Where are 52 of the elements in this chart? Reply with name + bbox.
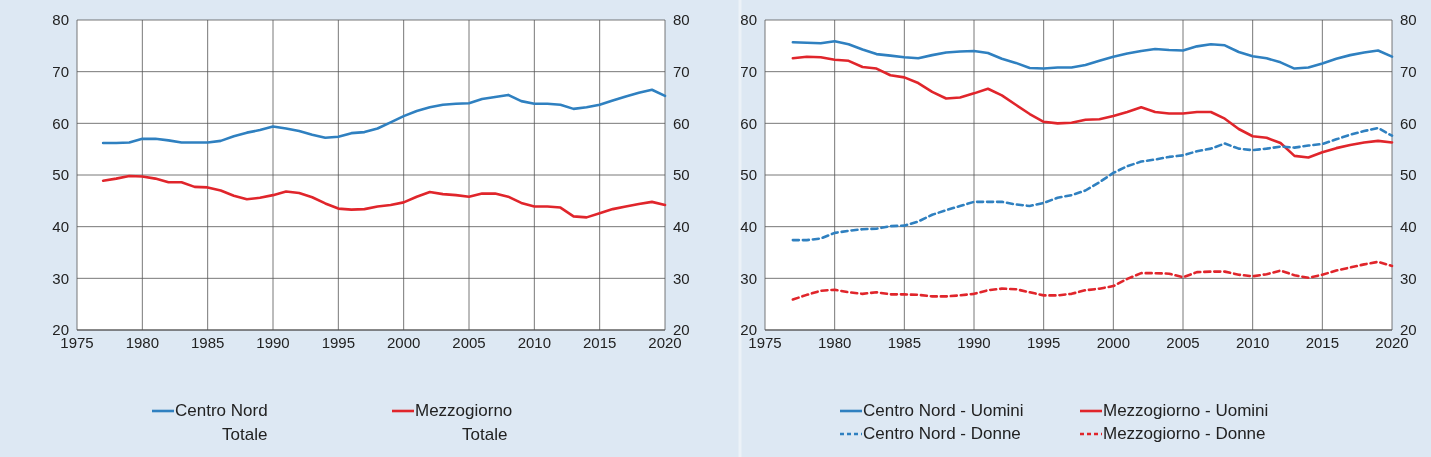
- y-tick-label: 30: [52, 269, 69, 287]
- x-tick-label: 1985: [887, 334, 922, 351]
- x-tick-label: 1990: [256, 334, 290, 351]
- legend-label: Centro Nord Totale: [175, 401, 268, 444]
- y-tick-label: 80: [52, 11, 69, 29]
- legend-label: Mezzogiorno - Uomini: [1103, 401, 1269, 420]
- line-series: [101, 88, 667, 145]
- line-series: [791, 126, 1394, 242]
- x-tick-label: 1990: [957, 334, 991, 351]
- y-tick-label: 50: [52, 166, 69, 184]
- y2-tick-label: 80: [673, 11, 690, 29]
- line-series: [101, 174, 667, 219]
- legend-label: Mezzogiorno Totale: [415, 401, 513, 444]
- x-tick-label: 2005: [1166, 334, 1200, 351]
- x-tick-label: 2010: [517, 334, 552, 351]
- y2-tick-label: 80: [1400, 11, 1417, 29]
- y-tick-label: 70: [740, 62, 757, 80]
- x-tick-label: 1980: [125, 334, 160, 351]
- legend-label: Centro Nord - Donne: [863, 424, 1021, 443]
- x-tick-label: 2005: [452, 334, 486, 351]
- y-tick-label: 30: [740, 269, 757, 287]
- y2-tick-label: 40: [673, 217, 690, 235]
- y2-tick-label: 30: [1400, 269, 1417, 287]
- y-tick-label: 60: [52, 114, 69, 132]
- y-tick-label: 60: [740, 114, 757, 132]
- x-tick-label: 2000: [1096, 334, 1131, 351]
- y2-tick-label: 40: [1400, 217, 1417, 235]
- x-tick-label: 2000: [386, 334, 421, 351]
- y-tick-label: 80: [740, 11, 757, 29]
- line-series: [791, 55, 1394, 159]
- x-tick-label: 2010: [1235, 334, 1270, 351]
- x-tick-label: 1980: [817, 334, 852, 351]
- y2-tick-label: 60: [1400, 114, 1417, 132]
- y2-tick-label: 50: [1400, 166, 1417, 184]
- legend-label: Centro Nord - Uomini: [863, 401, 1024, 420]
- y2-tick-label: 30: [673, 269, 690, 287]
- x-tick-label: 1995: [321, 334, 356, 351]
- y-tick-label: 40: [740, 217, 757, 235]
- y2-tick-label: 50: [673, 166, 690, 184]
- legend-label: Mezzogiorno - Donne: [1103, 424, 1266, 443]
- y2-tick-label: 70: [1400, 62, 1417, 80]
- x-tick-label: 2015: [1305, 334, 1340, 351]
- y-tick-label: 70: [52, 62, 69, 80]
- line-series: [791, 260, 1394, 301]
- y-tick-label: 50: [740, 166, 757, 184]
- y-tick-label: 40: [52, 217, 69, 235]
- y2-tick-label: 70: [673, 62, 690, 80]
- y2-tick-label: 60: [673, 114, 690, 132]
- x-tick-label: 2015: [582, 334, 617, 351]
- line-series: [791, 39, 1394, 70]
- x-tick-label: 1985: [190, 334, 225, 351]
- x-tick-label: 1995: [1026, 334, 1061, 351]
